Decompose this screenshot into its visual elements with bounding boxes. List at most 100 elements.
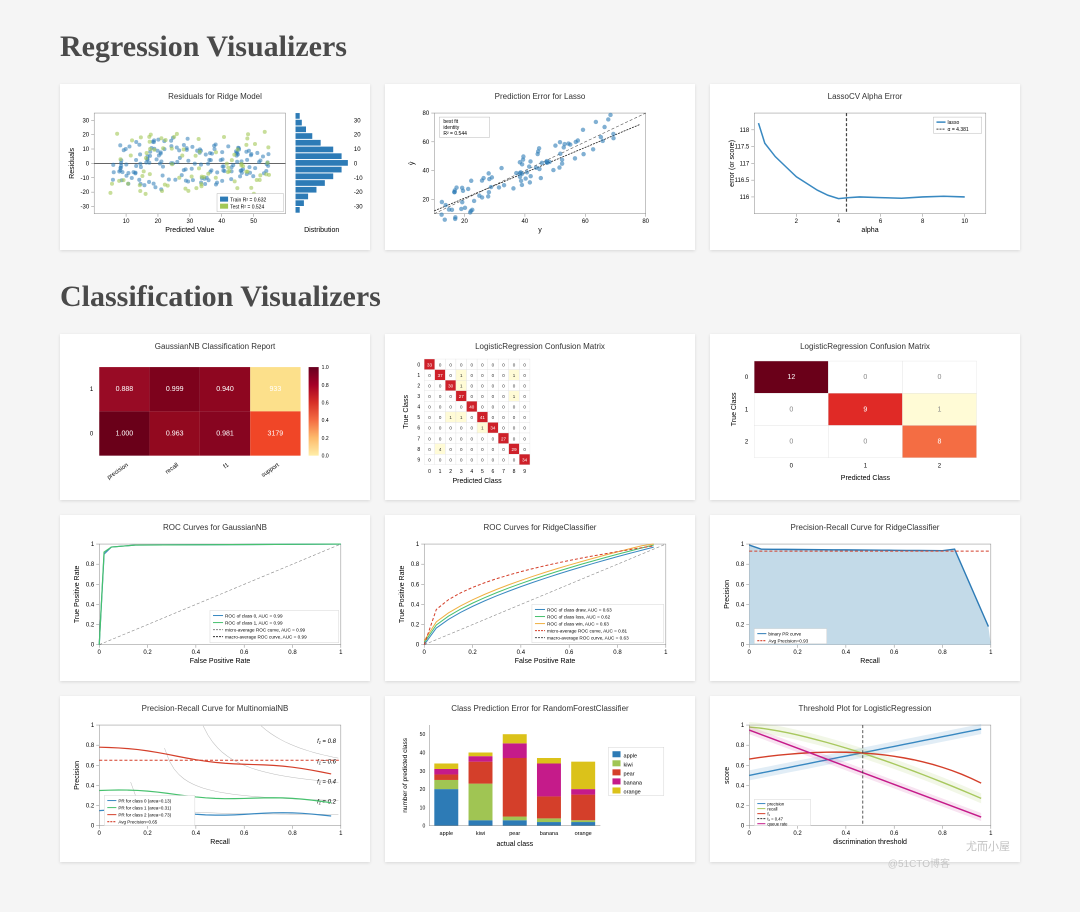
- svg-text:0: 0: [428, 469, 431, 475]
- svg-text:0: 0: [86, 161, 90, 167]
- svg-text:60: 60: [423, 140, 430, 146]
- svg-text:40: 40: [423, 169, 430, 175]
- svg-text:20: 20: [354, 133, 361, 139]
- svg-text:0: 0: [354, 161, 358, 167]
- svg-text:actual class: actual class: [496, 841, 533, 848]
- svg-text:α = 4.381: α = 4.381: [948, 127, 969, 133]
- svg-text:R² = 0.544: R² = 0.544: [443, 131, 467, 137]
- svg-text:0.2: 0.2: [736, 803, 745, 809]
- svg-text:y: y: [538, 227, 542, 234]
- chart-title: LogisticRegression Confusion Matrix: [389, 342, 691, 351]
- svg-text:20: 20: [82, 133, 89, 139]
- svg-text:True Positive Rate: True Positive Rate: [399, 565, 406, 623]
- svg-text:40: 40: [469, 405, 475, 410]
- svg-text:0.6: 0.6: [890, 650, 899, 656]
- svg-text:8: 8: [921, 219, 925, 225]
- svg-text:33: 33: [427, 362, 433, 367]
- svg-text:0.6: 0.6: [322, 400, 329, 406]
- svg-text:0: 0: [789, 406, 793, 413]
- svg-text:ROC of class win, AUC = 0.63: ROC of class win, AUC = 0.63: [547, 621, 609, 626]
- svg-text:4: 4: [837, 219, 841, 225]
- svg-text:banana: banana: [540, 831, 559, 837]
- svg-text:10: 10: [82, 147, 89, 153]
- svg-text:f₁ = 0.8: f₁ = 0.8: [317, 739, 336, 745]
- regression-grid: Residuals for Ridge Model 1020304050-30-…: [60, 84, 1020, 250]
- svg-text:0.8: 0.8: [288, 831, 297, 837]
- svg-text:0: 0: [98, 831, 102, 837]
- svg-text:0: 0: [790, 464, 794, 470]
- svg-text:0.2: 0.2: [143, 831, 152, 837]
- svg-text:discrimination threshold: discrimination threshold: [833, 839, 907, 846]
- chart-title: Residuals for Ridge Model: [64, 92, 366, 101]
- chart-conf-multi: LogisticRegression Confusion Matrix 3300…: [385, 334, 695, 500]
- chart-roc-nb: ROC Curves for GaussianNB 00.20.40.60.81…: [60, 515, 370, 681]
- svg-text:0: 0: [416, 643, 420, 649]
- svg-text:0.2: 0.2: [86, 803, 95, 809]
- alpha-error-svg: 246810116116.5117117.5118alphaerror (or …: [714, 105, 1016, 246]
- svg-text:933: 933: [270, 386, 282, 393]
- svg-text:False Positive Rate: False Positive Rate: [515, 658, 576, 665]
- pred-error-svg: 2040608020406080yŷbest fitidentityR² = 0…: [389, 105, 691, 246]
- svg-text:Avg Precision=0.93: Avg Precision=0.93: [768, 639, 808, 644]
- svg-text:0.0: 0.0: [322, 454, 329, 460]
- svg-text:Recall: Recall: [860, 658, 880, 665]
- svg-text:False Positive Rate: False Positive Rate: [190, 658, 251, 665]
- svg-text:2: 2: [745, 440, 749, 446]
- svg-text:0.8: 0.8: [613, 650, 622, 656]
- chart-title: GaussianNB Classification Report: [64, 342, 366, 351]
- svg-text:1: 1: [339, 831, 343, 837]
- chart-title: Threshold Plot for LogisticRegression: [714, 704, 1016, 713]
- svg-text:0.4: 0.4: [192, 831, 201, 837]
- svg-text:50: 50: [250, 219, 257, 225]
- svg-text:0.963: 0.963: [166, 430, 184, 437]
- svg-text:0.6: 0.6: [86, 582, 95, 588]
- svg-text:10: 10: [123, 219, 130, 225]
- svg-text:Predicted Class: Predicted Class: [452, 478, 502, 485]
- svg-text:1: 1: [90, 387, 94, 393]
- svg-text:1: 1: [741, 542, 745, 548]
- svg-text:Predicted Class: Predicted Class: [841, 475, 891, 482]
- svg-text:banana: banana: [624, 780, 643, 786]
- svg-text:0: 0: [98, 650, 102, 656]
- svg-text:10: 10: [354, 147, 361, 153]
- svg-text:Test R² = 0.524: Test R² = 0.524: [230, 205, 264, 211]
- svg-text:41: 41: [480, 415, 486, 420]
- svg-text:0: 0: [745, 375, 749, 381]
- svg-text:True Class: True Class: [731, 392, 738, 426]
- svg-text:f1: f1: [223, 462, 231, 470]
- svg-text:116: 116: [740, 195, 750, 201]
- svg-text:0.4: 0.4: [517, 650, 526, 656]
- svg-text:27: 27: [501, 436, 507, 441]
- svg-text:ROC of class 0, AUC = 0.99: ROC of class 0, AUC = 0.99: [225, 613, 283, 618]
- svg-text:20: 20: [461, 219, 468, 225]
- svg-text:0.888: 0.888: [116, 386, 134, 393]
- svg-text:117: 117: [740, 161, 750, 167]
- svg-text:8: 8: [513, 469, 516, 475]
- svg-text:30: 30: [186, 219, 193, 225]
- svg-text:kiwi: kiwi: [624, 762, 633, 768]
- svg-text:1: 1: [439, 469, 442, 475]
- svg-text:alpha: alpha: [861, 227, 878, 234]
- svg-text:precision: precision: [106, 462, 129, 481]
- regression-heading: Regression Visualizers: [60, 30, 1020, 64]
- watermark-sub: @51CTO博客: [888, 855, 950, 870]
- svg-text:0.8: 0.8: [86, 562, 95, 568]
- chart-title: ROC Curves for GaussianNB: [64, 523, 366, 532]
- chart-pr-multi: Precision-Recall Curve for MultinomialNB…: [60, 696, 370, 862]
- svg-text:-20: -20: [354, 190, 363, 196]
- svg-text:0: 0: [789, 439, 793, 446]
- svg-text:Precision: Precision: [74, 761, 81, 790]
- svg-text:0.8: 0.8: [736, 743, 745, 749]
- roc-nb-svg: 00.20.40.60.8100.20.40.60.81False Positi…: [64, 536, 366, 677]
- chart-class-report: GaussianNB Classification Report 0.888 0.…: [60, 334, 370, 500]
- svg-text:30: 30: [420, 769, 426, 775]
- chart-residuals: Residuals for Ridge Model 10 20 30 40 50 -30 -…: [60, 84, 370, 250]
- svg-text:0.8: 0.8: [86, 743, 95, 749]
- chart-roc-ridge: ROC Curves for RidgeClassifier 00.20.40.…: [385, 515, 695, 681]
- svg-text:-30: -30: [80, 205, 89, 211]
- svg-text:117.5: 117.5: [735, 145, 750, 151]
- svg-text:0: 0: [741, 823, 745, 829]
- svg-text:0: 0: [863, 374, 867, 381]
- svg-text:40: 40: [218, 219, 225, 225]
- svg-text:0.999: 0.999: [166, 386, 184, 393]
